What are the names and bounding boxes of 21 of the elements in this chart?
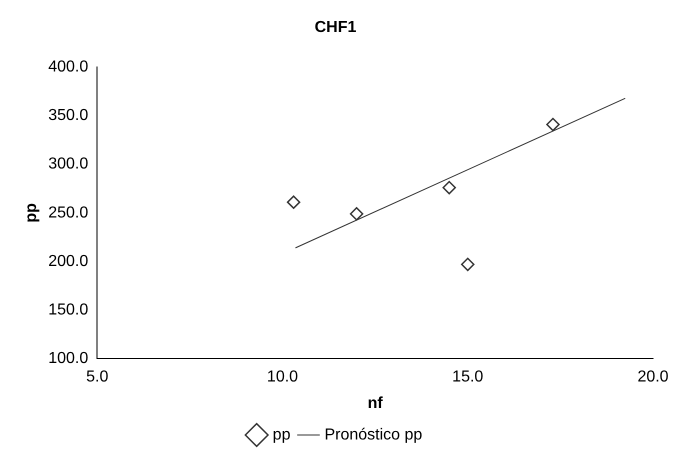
point: [350, 207, 364, 221]
y-tick-label: 150.0: [48, 301, 88, 318]
x-tick-label: 20.0: [637, 368, 669, 386]
legend-label: pp: [272, 426, 291, 444]
chart-title: CHF1: [314, 19, 356, 36]
legend-label: Pronóstico pp: [324, 426, 422, 444]
x-tick-label: 10.0: [266, 368, 298, 386]
y-tick-label: 350.0: [48, 107, 88, 124]
point: [546, 118, 560, 132]
y-tick-label: 200.0: [48, 252, 88, 270]
y-tick-label: 100.0: [48, 350, 88, 368]
point: [460, 258, 474, 272]
y-tick-label: 250.0: [48, 204, 88, 222]
x-axis-title: nf: [368, 394, 384, 412]
point: [286, 195, 300, 209]
y-tick-label: 300.0: [48, 156, 88, 173]
point: [442, 180, 456, 194]
x-tick-label: 15.0: [452, 368, 484, 386]
y-tick-label: 400.0: [48, 58, 88, 76]
y-axis-title: pp: [23, 202, 40, 223]
x-tick-label: 5.0: [86, 368, 108, 386]
